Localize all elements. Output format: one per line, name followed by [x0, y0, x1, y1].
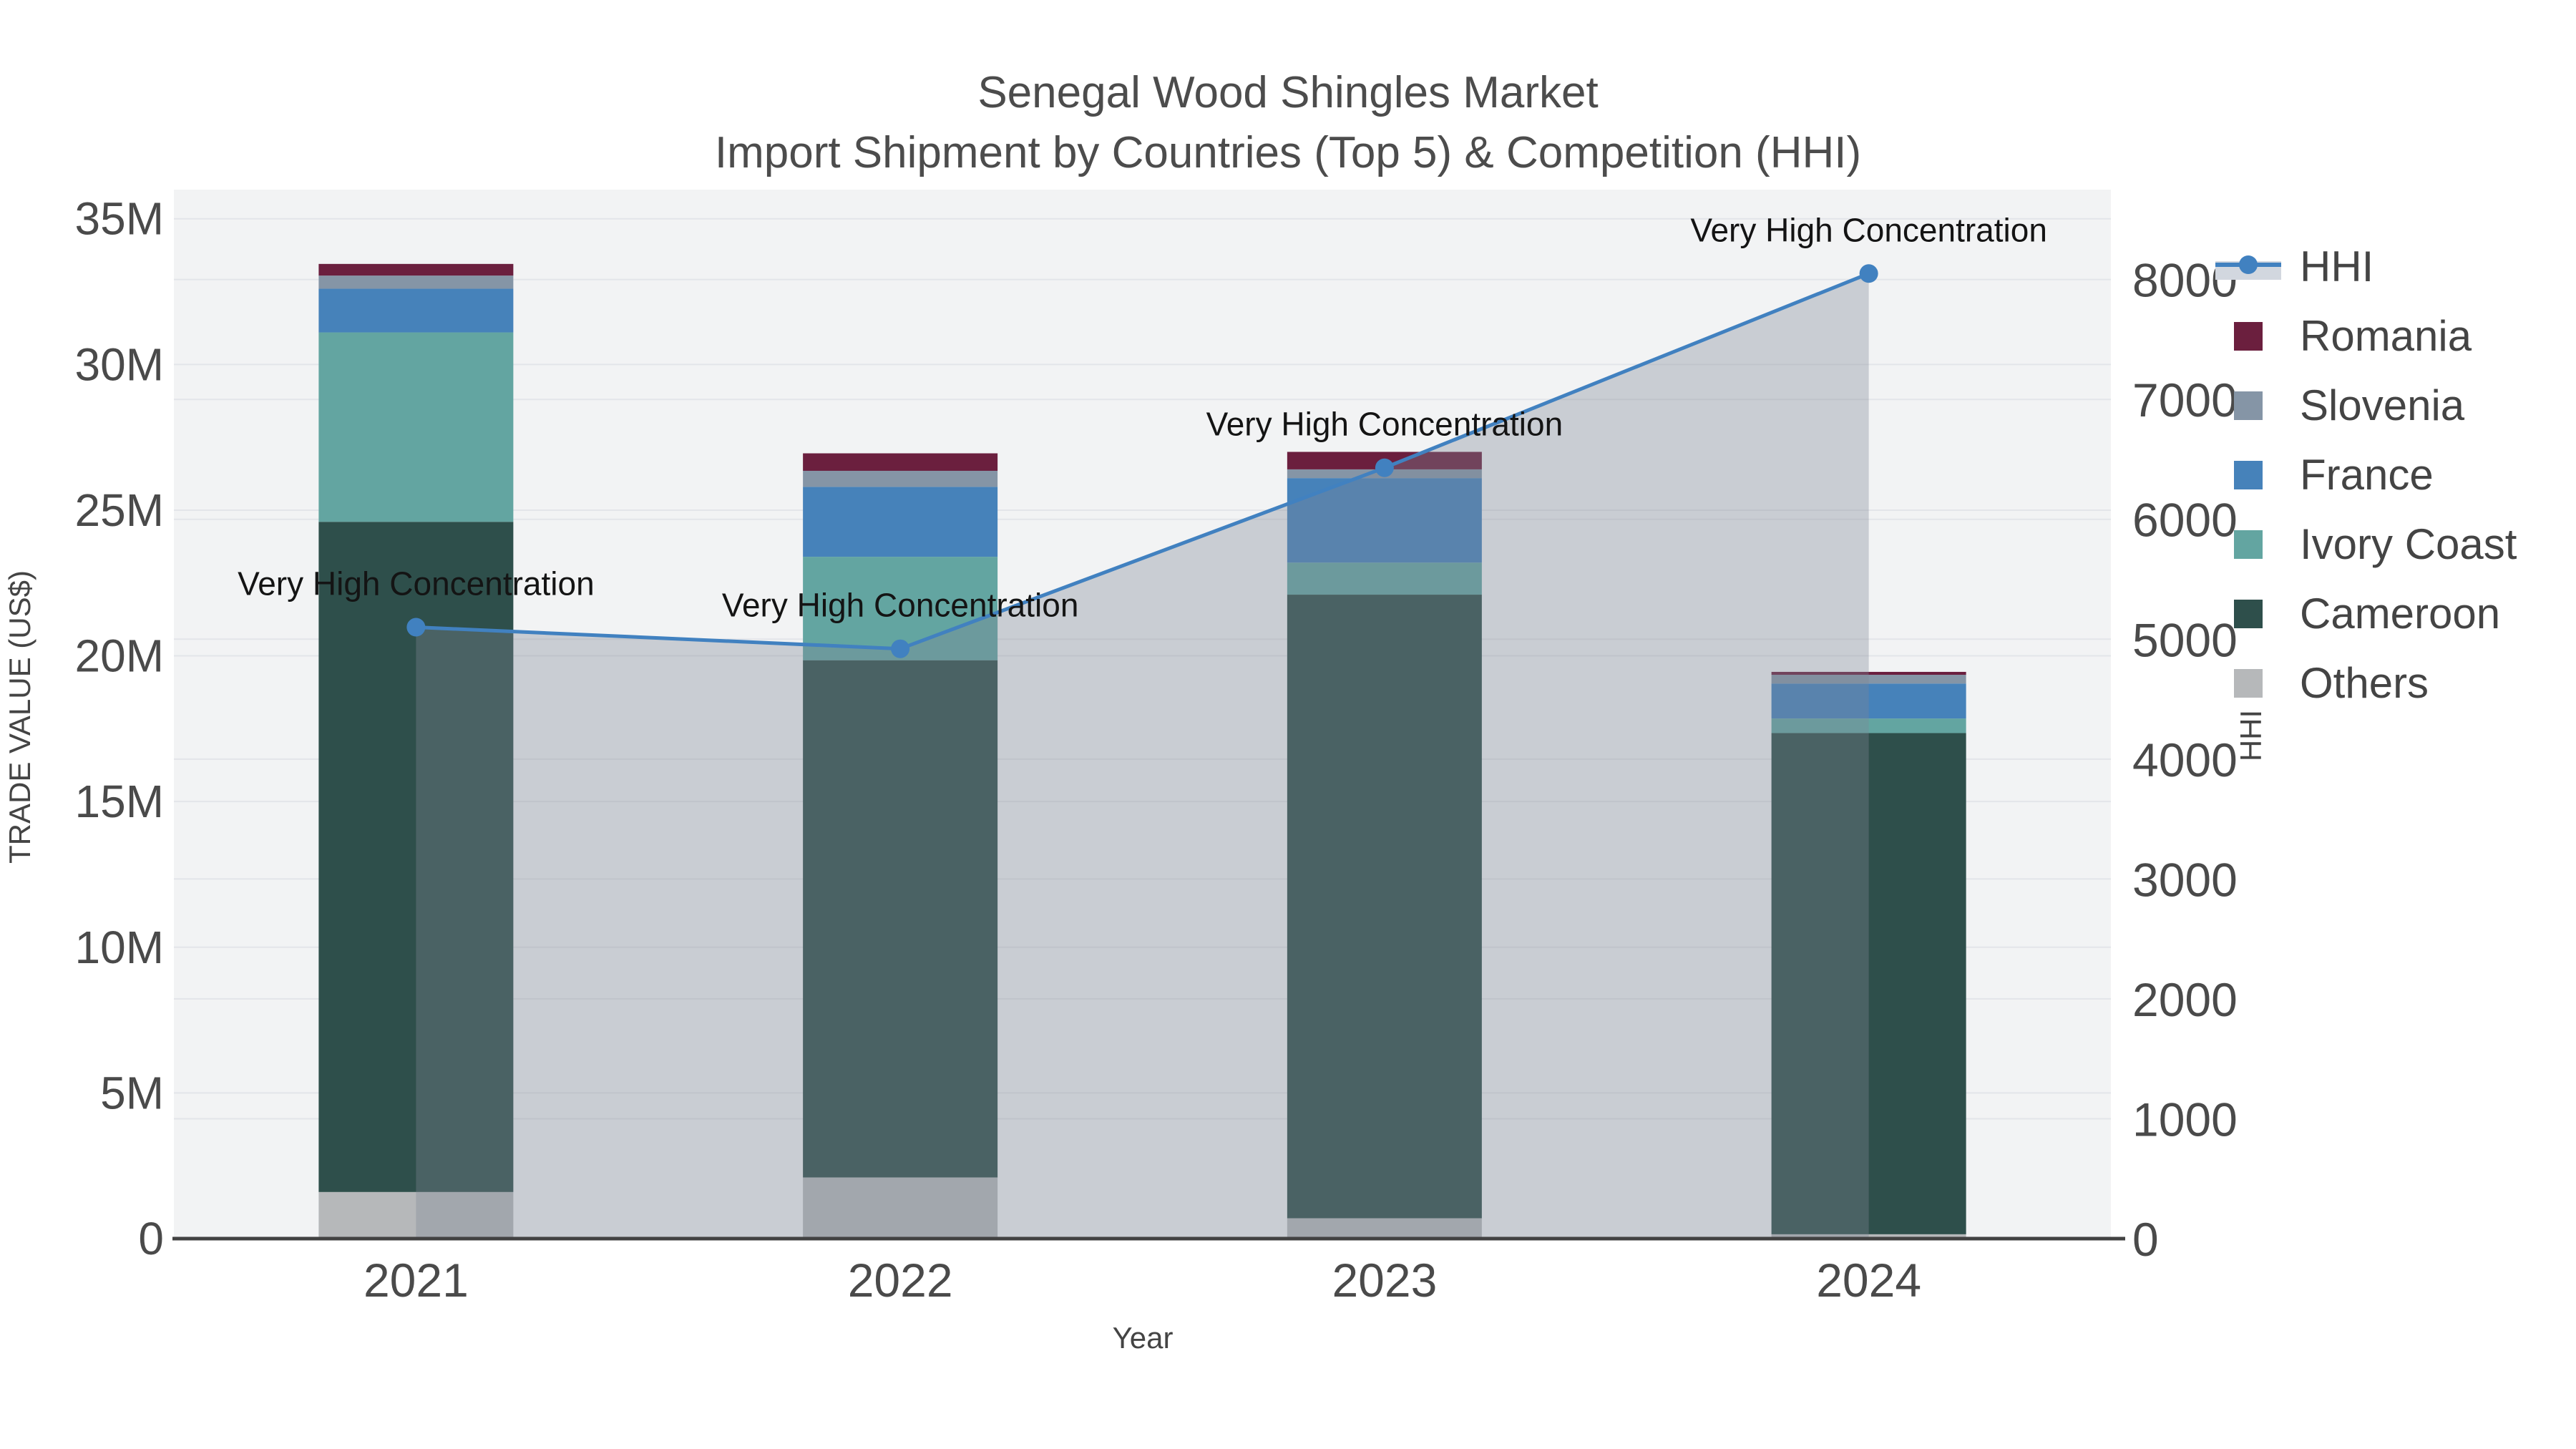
legend-item-slovenia[interactable]: Slovenia: [2215, 371, 2517, 440]
legend-swatch-icon: [2234, 599, 2263, 628]
bar-segment-romania-2021[interactable]: [318, 263, 514, 276]
bar-segment-ivory-coast-2021[interactable]: [318, 332, 514, 522]
legend: HHI Romania Slovenia France Ivory Coast Camer…: [2215, 232, 2517, 718]
y-right-tick-1000: 1000: [2132, 1093, 2238, 1146]
legend-swatch-icon: [2234, 668, 2263, 698]
x-axis-title: Year: [1112, 1321, 1174, 1355]
legend-label: Slovenia: [2300, 381, 2465, 429]
hhi-legend-swatch-icon: [2215, 251, 2281, 283]
y-right-tick-0: 0: [2132, 1213, 2159, 1266]
y-left-tick-0: 0: [138, 1213, 164, 1264]
legend-label: Cameroon: [2300, 590, 2501, 638]
legend-item-hhi[interactable]: HHI: [2215, 232, 2517, 301]
legend-swatch-icon: [2234, 530, 2263, 559]
y-left-tick-35M: 35M: [75, 193, 165, 245]
annotation-2022: Very High Concentration: [722, 587, 1079, 624]
legend-swatch-icon: [2234, 391, 2263, 420]
legend-item-romania[interactable]: Romania: [2215, 301, 2517, 371]
hhi-marker-2021[interactable]: [406, 618, 426, 637]
legend-item-cameroon[interactable]: Cameroon: [2215, 579, 2517, 648]
legend-label: France: [2300, 451, 2434, 499]
legend-label: Romania: [2300, 312, 2472, 360]
y-axis-left-title: TRADE VALUE (US$): [3, 570, 36, 864]
y-left-tick-20M: 20M: [75, 630, 165, 682]
y-right-tick-6000: 6000: [2132, 494, 2238, 547]
y-right-tick-4000: 4000: [2132, 733, 2238, 786]
y-right-tick-2000: 2000: [2132, 973, 2238, 1026]
x-tick-2022: 2022: [848, 1254, 953, 1307]
bar-segment-france-2024[interactable]: [1771, 683, 1966, 719]
bar-segment-france-2022[interactable]: [803, 487, 998, 557]
bar-segment-cameroon-2023[interactable]: [1287, 595, 1482, 1219]
bar-segment-cameroon-2022[interactable]: [803, 660, 998, 1178]
bar-segment-slovenia-2024[interactable]: [1771, 675, 1966, 684]
legend-item-others[interactable]: Others: [2215, 648, 2517, 718]
annotation-2021: Very High Concentration: [238, 565, 595, 602]
legend-label: HHI: [2300, 243, 2374, 291]
legend-label: Others: [2300, 659, 2429, 707]
annotation-2024: Very High Concentration: [1690, 211, 2047, 248]
y-left-tick-30M: 30M: [75, 338, 165, 390]
annotation-2023: Very High Concentration: [1206, 406, 1563, 443]
bar-segment-others-2024[interactable]: [1771, 1234, 1966, 1239]
chart-title-line2: Import Shipment by Countries (Top 5) & C…: [714, 128, 1862, 177]
y-left-tick-5M: 5M: [100, 1067, 164, 1118]
bar-segment-slovenia-2021[interactable]: [318, 275, 514, 289]
bar-segment-ivory-coast-2023[interactable]: [1287, 562, 1482, 595]
bar-segment-others-2023[interactable]: [1287, 1218, 1482, 1239]
bar-segment-cameroon-2024[interactable]: [1771, 733, 1966, 1234]
bar-segment-ivory-coast-2024[interactable]: [1771, 718, 1966, 733]
legend-item-france[interactable]: France: [2215, 440, 2517, 509]
bar-segment-others-2022[interactable]: [803, 1177, 998, 1239]
y-right-tick-7000: 7000: [2132, 374, 2238, 426]
y-left-tick-25M: 25M: [75, 484, 165, 536]
hhi-line[interactable]: [416, 271, 1870, 651]
hhi-marker-2023[interactable]: [1375, 458, 1394, 477]
bar-segment-slovenia-2022[interactable]: [803, 470, 998, 487]
y-left-tick-10M: 10M: [75, 922, 165, 973]
legend-item-ivory-coast[interactable]: Ivory Coast: [2215, 509, 2517, 579]
y-right-tick-5000: 5000: [2132, 613, 2238, 666]
hhi-marker-2022[interactable]: [891, 639, 910, 658]
y-left-tick-15M: 15M: [75, 776, 165, 827]
hhi-area: [416, 273, 1869, 1239]
chart-title: Senegal Wood Shingles Market Import Ship…: [0, 63, 2576, 183]
hhi-marker-2024[interactable]: [1859, 264, 1878, 283]
x-tick-2023: 2023: [1332, 1254, 1437, 1307]
legend-swatch-icon: [2234, 321, 2263, 351]
bar-segment-romania-2024[interactable]: [1771, 671, 1966, 675]
chart-title-line1: Senegal Wood Shingles Market: [977, 68, 1599, 117]
bar-segment-france-2021[interactable]: [318, 288, 514, 333]
bar-segment-romania-2022[interactable]: [803, 453, 998, 471]
bar-segment-others-2021[interactable]: [318, 1191, 514, 1239]
legend-swatch-icon: [2234, 460, 2263, 489]
y-right-tick-3000: 3000: [2132, 853, 2238, 906]
legend-label: Ivory Coast: [2300, 520, 2517, 568]
x-tick-2021: 2021: [364, 1254, 469, 1307]
x-tick-2024: 2024: [1816, 1254, 1921, 1307]
